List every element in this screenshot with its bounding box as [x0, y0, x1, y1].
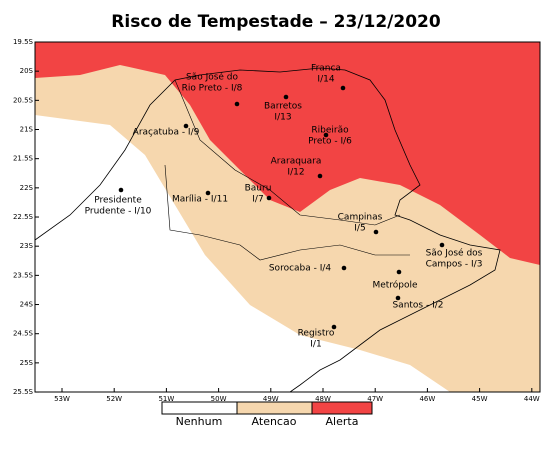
lon-label: 45W — [472, 395, 488, 403]
lat-label: 25.5S — [13, 388, 34, 396]
region-border — [174, 79, 401, 226]
lon-label: 49W — [263, 395, 279, 403]
city-marker — [283, 94, 289, 100]
city-marker — [118, 187, 124, 193]
lat-label: 19.5S — [13, 38, 34, 46]
city-label: I/1 — [310, 340, 321, 350]
lat-label: 24S — [20, 301, 34, 309]
state-border — [34, 67, 501, 393]
city-marker — [373, 229, 379, 235]
city-marker — [234, 101, 240, 107]
alert-area — [35, 42, 540, 265]
city-marker — [205, 190, 211, 196]
title: Risco de Tempestade – 23/12/2020 — [111, 12, 441, 32]
city-marker — [331, 324, 337, 330]
lon-label: 52W — [106, 395, 122, 403]
city-marker — [395, 295, 401, 301]
legend-label: Nenhum — [176, 415, 223, 428]
city-marker — [341, 265, 347, 271]
lat-label: 21S — [20, 126, 34, 134]
lon-label: 47W — [367, 395, 383, 403]
city-label: I/7 — [252, 195, 263, 205]
legend-label: Alerta — [326, 415, 359, 428]
lon-label: 51W — [158, 395, 174, 403]
city-label: I/5 — [354, 224, 365, 234]
legend-swatch — [236, 401, 313, 415]
city-label: Prudente - I/10 — [85, 207, 152, 217]
city-marker — [340, 85, 346, 91]
no-risk-area — [35, 115, 450, 392]
city-label: Santos - I/2 — [392, 301, 443, 311]
city-label: I/14 — [317, 75, 334, 85]
lat-label: 23S — [20, 242, 34, 250]
lat-label: 22S — [20, 184, 34, 192]
city-label: Presidente — [94, 196, 142, 206]
city-label: Campos - I/3 — [426, 260, 483, 270]
region-border — [164, 164, 410, 261]
lon-label: 53W — [54, 395, 70, 403]
lon-label: 50W — [211, 395, 227, 403]
city-label: Preto - I/6 — [308, 137, 352, 147]
city-label: Araçatuba - I/9 — [133, 128, 200, 138]
city-label: Rio Preto - I/8 — [182, 84, 243, 94]
city-label: Barretos — [264, 102, 302, 112]
city-marker — [183, 123, 189, 129]
legend-swatch — [161, 401, 238, 415]
lon-label: 46W — [419, 395, 435, 403]
city-marker — [396, 269, 402, 275]
lat-label: 22.5S — [13, 213, 34, 221]
lat-label: 20S — [20, 67, 34, 75]
city-label: Marília - I/11 — [172, 195, 228, 205]
city-marker — [323, 132, 329, 138]
city-label: I/13 — [274, 113, 291, 123]
city-marker — [266, 195, 272, 201]
lat-label: 20.5S — [13, 96, 34, 104]
city-label: São José do — [186, 72, 239, 83]
lat-label: 21.5S — [13, 155, 34, 163]
lat-label: 25S — [20, 359, 34, 367]
map-area — [34, 41, 541, 393]
legend-label: Atencao — [252, 415, 297, 428]
city-label: Bauru — [245, 184, 272, 194]
legend-swatch — [311, 401, 373, 415]
lat-label: 24.5S — [13, 330, 34, 338]
lat-label: 23.5S — [13, 271, 34, 279]
lon-label: 48W — [315, 395, 331, 403]
city-marker — [317, 173, 323, 179]
lon-label: 44W — [524, 395, 540, 403]
city-label: I/12 — [287, 168, 304, 178]
legend — [161, 401, 373, 415]
city-label: Campinas — [338, 213, 383, 223]
city-label: Franca — [311, 64, 341, 74]
city-marker — [439, 242, 445, 248]
city-label: Araraquara — [271, 157, 322, 167]
city-label: Ribeirão — [311, 126, 349, 136]
city-label: Metrópole — [372, 280, 418, 291]
city-label: Registro — [298, 329, 335, 339]
city-label: São José dos — [426, 248, 483, 259]
city-label: Sorocaba - I/4 — [269, 264, 332, 274]
